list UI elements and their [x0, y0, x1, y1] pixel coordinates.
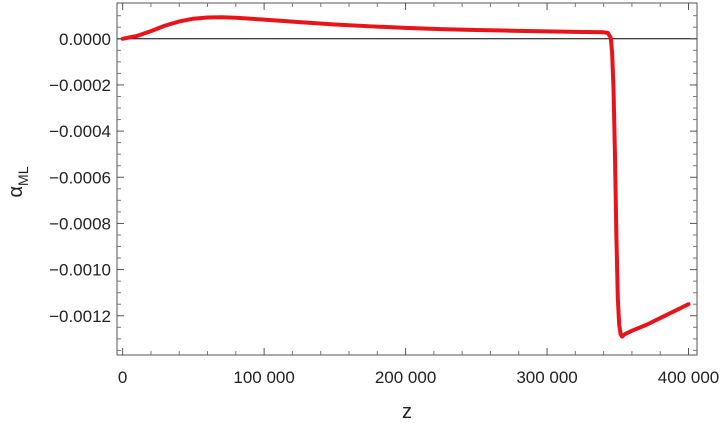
plot-frame	[116, 2, 698, 356]
x-tick-label: 100 000	[233, 368, 294, 387]
x-tick-label: 400 000	[658, 368, 719, 387]
y-tick-label: −0.0010	[49, 261, 111, 280]
y-tick-label: −0.0008	[49, 214, 111, 233]
y-axis-ticks: 0.0000 −0.0002 −0.0004 −0.0006 −0.0008 −0.001…	[49, 15, 697, 351]
y-axis-label-symbol: α	[5, 186, 27, 198]
y-axis-label: αML	[5, 166, 31, 197]
y-tick-label: −0.0006	[49, 168, 111, 187]
x-tick-label: 0	[118, 368, 127, 387]
x-axis-label: z	[402, 401, 412, 423]
x-tick-label: 300 000	[516, 368, 577, 387]
y-axis-label-subscript: ML	[15, 166, 31, 186]
series-line	[120, 15, 691, 339]
y-tick-label: −0.0012	[49, 307, 111, 326]
y-tick-label: −0.0002	[49, 76, 111, 95]
x-tick-label: 200 000	[375, 368, 436, 387]
y-tick-label: 0.0000	[59, 30, 111, 49]
x-axis-ticks: 0 100 000 200 000 300 000 400 000	[118, 3, 719, 387]
y-tick-label: −0.0004	[49, 122, 111, 141]
